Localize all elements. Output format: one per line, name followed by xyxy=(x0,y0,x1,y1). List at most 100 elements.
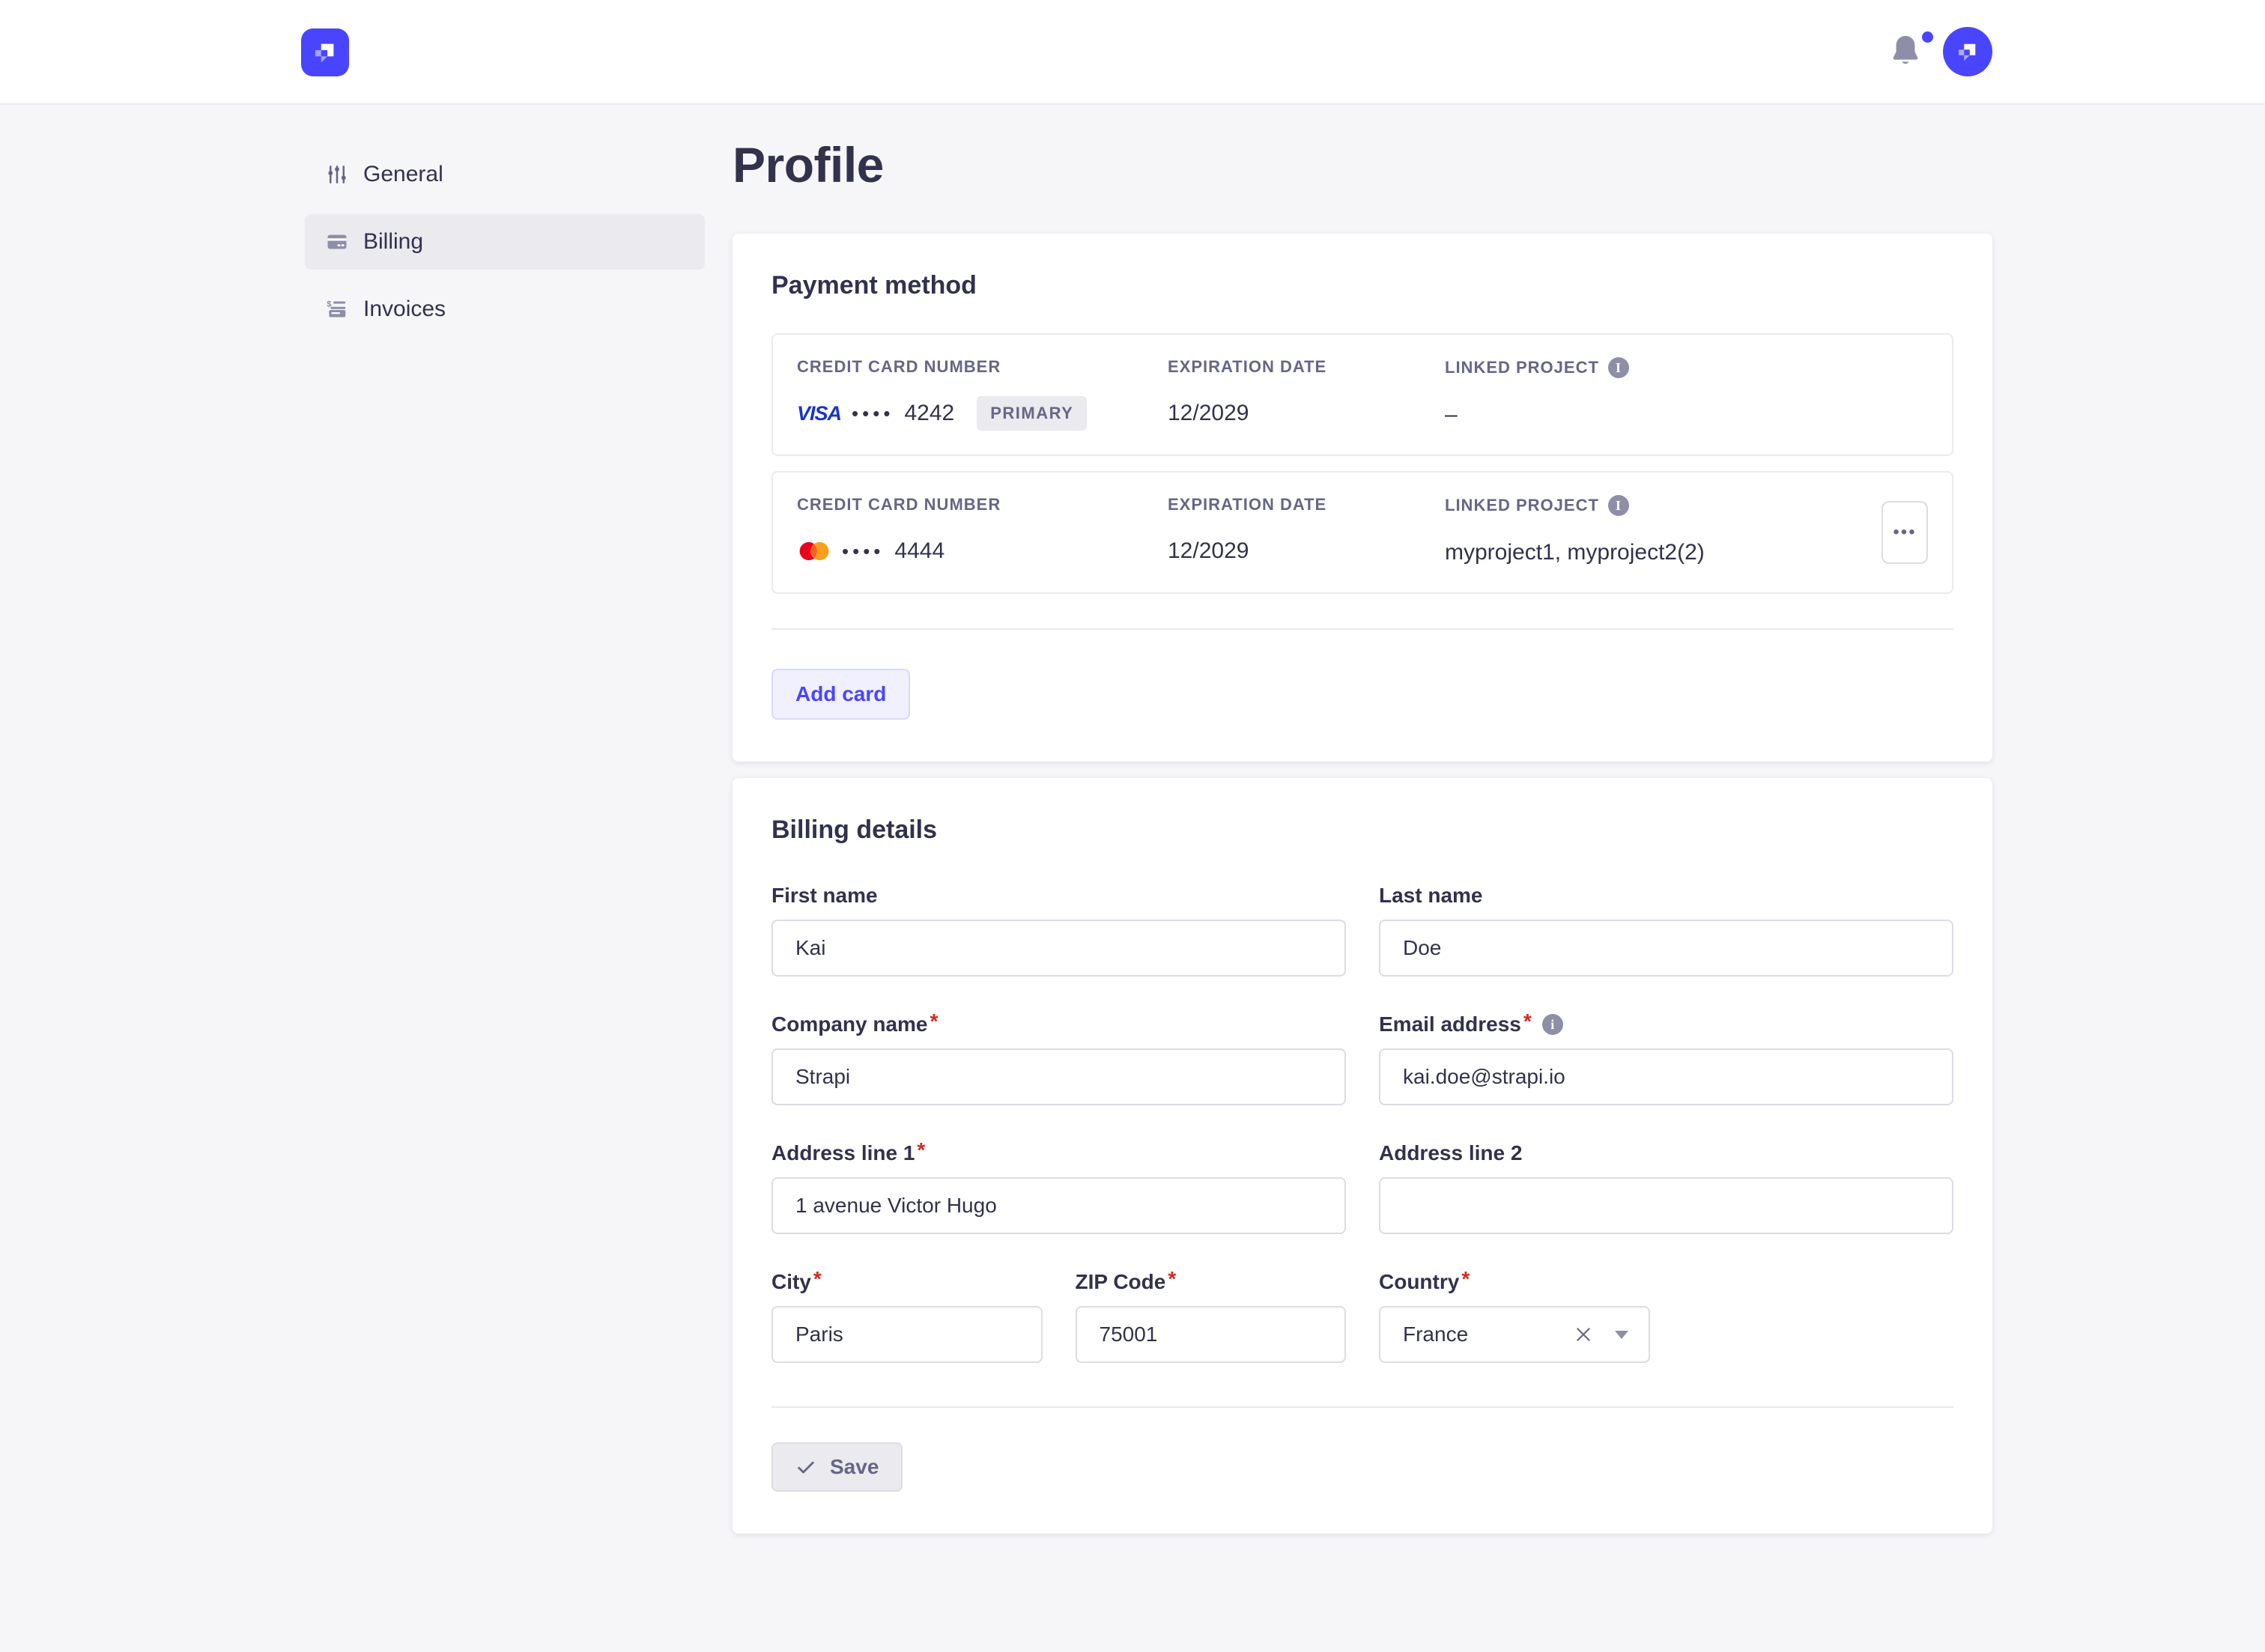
label-text: Last name xyxy=(1379,884,1483,907)
linked-project-cell: LINKED PROJECT i – xyxy=(1445,357,1861,432)
svg-text:$: $ xyxy=(327,300,332,309)
card-actions-menu-button[interactable]: ••• xyxy=(1882,501,1928,564)
company-name-label: Company name * xyxy=(771,1009,1346,1036)
user-avatar[interactable] xyxy=(1943,27,1992,76)
required-asterisk: * xyxy=(1168,1267,1177,1290)
city-group: City * xyxy=(771,1267,1043,1363)
address-line2-input[interactable] xyxy=(1379,1177,1953,1234)
company-name-group: Company name * xyxy=(771,1009,1346,1105)
sidebar-item-label: General xyxy=(363,162,443,186)
clear-selection-icon[interactable] xyxy=(1574,1325,1593,1344)
card-number-cell: CREDIT CARD NUMBER VISA •••• 4242 PRIMAR… xyxy=(797,357,1168,431)
primary-badge: PRIMARY xyxy=(977,396,1088,431)
email-input[interactable] xyxy=(1379,1048,1953,1105)
form-row-names: First name Last name xyxy=(771,884,1953,977)
settings-sidebar: General Billing $ Invoices xyxy=(305,147,705,349)
label-text: ZIP Code xyxy=(1075,1270,1166,1293)
address-line1-input[interactable] xyxy=(771,1177,1346,1234)
main-content: Profile Payment method CREDIT CARD NUMBE… xyxy=(733,136,1992,1534)
required-asterisk: * xyxy=(813,1267,822,1290)
info-icon[interactable]: i xyxy=(1541,1014,1563,1035)
expiration-column-header: EXPIRATION DATE xyxy=(1168,495,1327,514)
first-name-label: First name xyxy=(771,884,1346,908)
label-text: Company name xyxy=(771,1012,928,1036)
country-group: Country * France xyxy=(1379,1267,1650,1363)
email-group: Email address * i xyxy=(1379,1009,1953,1105)
card-last4: 4444 xyxy=(894,538,945,563)
company-name-input[interactable] xyxy=(771,1048,1346,1105)
sidebar-item-general[interactable]: General xyxy=(305,147,705,202)
credit-card-row-visa: CREDIT CARD NUMBER VISA •••• 4242 PRIMAR… xyxy=(771,333,1953,456)
strapi-logo-icon xyxy=(315,43,334,63)
first-name-input[interactable] xyxy=(771,920,1346,977)
address-line2-label: Address line 2 xyxy=(1379,1141,1953,1165)
expiration-cell: EXPIRATION DATE 12/2029 xyxy=(1168,495,1445,568)
info-icon[interactable]: i xyxy=(1607,495,1629,516)
bell-icon xyxy=(1893,36,1918,64)
label-text: Address line 2 xyxy=(1379,1141,1523,1164)
country-label: Country * xyxy=(1379,1267,1650,1294)
sidebar-item-billing[interactable]: Billing xyxy=(305,214,705,270)
email-label: Email address * i xyxy=(1379,1009,1953,1036)
empty-cell xyxy=(1683,1270,1954,1363)
linked-project-cell: LINKED PROJECT i myproject1, myproject2(… xyxy=(1445,495,1861,570)
sidebar-item-label: Billing xyxy=(363,229,424,254)
check-icon xyxy=(798,1461,814,1474)
page-title: Profile xyxy=(733,137,884,192)
payment-method-heading: Payment method xyxy=(771,271,977,300)
add-card-label: Add card xyxy=(795,682,887,705)
label-text: First name xyxy=(771,884,878,907)
label-text: Address line 1 xyxy=(771,1141,915,1164)
card-number-value: VISA •••• 4242 PRIMARY xyxy=(797,396,1168,431)
billing-details-heading: Billing details xyxy=(771,816,938,844)
credit-card-list: CREDIT CARD NUMBER VISA •••• 4242 PRIMAR… xyxy=(771,333,1953,594)
billing-details-form: First name Last name Company name * xyxy=(771,884,1953,1363)
form-row-address: Address line 1 * Address line 2 xyxy=(771,1138,1953,1234)
chevron-down-icon[interactable] xyxy=(1613,1328,1631,1340)
notifications-button[interactable] xyxy=(1889,31,1934,75)
avatar-strapi-icon xyxy=(1959,43,1976,61)
expiration-cell: EXPIRATION DATE 12/2029 xyxy=(1168,357,1445,431)
save-label: Save xyxy=(830,1455,879,1478)
info-icon[interactable]: i xyxy=(1607,357,1629,378)
billing-details-panel: Billing details First name Last name xyxy=(733,778,1992,1534)
required-asterisk: * xyxy=(1461,1267,1470,1290)
masked-digits: •••• xyxy=(852,401,894,425)
linked-project-value: – xyxy=(1445,402,1458,427)
last-name-label: Last name xyxy=(1379,884,1953,908)
top-header-bar xyxy=(0,0,2265,105)
city-input[interactable] xyxy=(771,1306,1043,1363)
zip-code-label: ZIP Code * xyxy=(1075,1267,1347,1294)
country-select[interactable]: France xyxy=(1379,1306,1650,1363)
expiration-value: 12/2029 xyxy=(1168,538,1249,563)
last-name-input[interactable] xyxy=(1379,920,1953,977)
linked-project-column-header: LINKED PROJECT i xyxy=(1445,357,1861,378)
visa-logo: VISA xyxy=(797,401,842,425)
address-line1-label: Address line 1 * xyxy=(771,1138,1346,1165)
linked-project-value: myproject1, myproject2(2) xyxy=(1445,540,1705,565)
invoice-icon: $ xyxy=(327,300,346,318)
address-line2-group: Address line 2 xyxy=(1379,1141,1953,1234)
first-name-group: First name xyxy=(771,884,1346,977)
card-number-column-header: CREDIT CARD NUMBER xyxy=(797,357,1001,376)
strapi-logo[interactable] xyxy=(301,28,349,76)
label-text: City xyxy=(771,1270,811,1293)
sliders-icon xyxy=(328,165,346,183)
label-text: Country xyxy=(1379,1270,1460,1293)
card-number-column-header: CREDIT CARD NUMBER xyxy=(797,495,1001,514)
credit-card-icon xyxy=(327,234,347,249)
sidebar-item-invoices[interactable]: $ Invoices xyxy=(305,282,705,337)
add-card-button[interactable]: Add card xyxy=(771,669,911,720)
required-asterisk: * xyxy=(917,1138,926,1161)
expiration-column-header: EXPIRATION DATE xyxy=(1168,357,1327,376)
credit-card-row-mastercard: CREDIT CARD NUMBER •••• 4444 EXPIRATION … xyxy=(771,471,1953,594)
payment-method-panel: Payment method CREDIT CARD NUMBER VISA •… xyxy=(733,234,1992,762)
linked-project-label: LINKED PROJECT xyxy=(1445,358,1599,377)
card-number-cell: CREDIT CARD NUMBER •••• 4444 xyxy=(797,495,1168,568)
mastercard-logo xyxy=(799,541,829,561)
zip-code-group: ZIP Code * xyxy=(1075,1267,1347,1363)
zip-code-input[interactable] xyxy=(1075,1306,1346,1363)
last-name-group: Last name xyxy=(1379,884,1953,977)
save-button[interactable]: Save xyxy=(771,1442,903,1492)
sidebar-item-label: Invoices xyxy=(363,297,446,321)
